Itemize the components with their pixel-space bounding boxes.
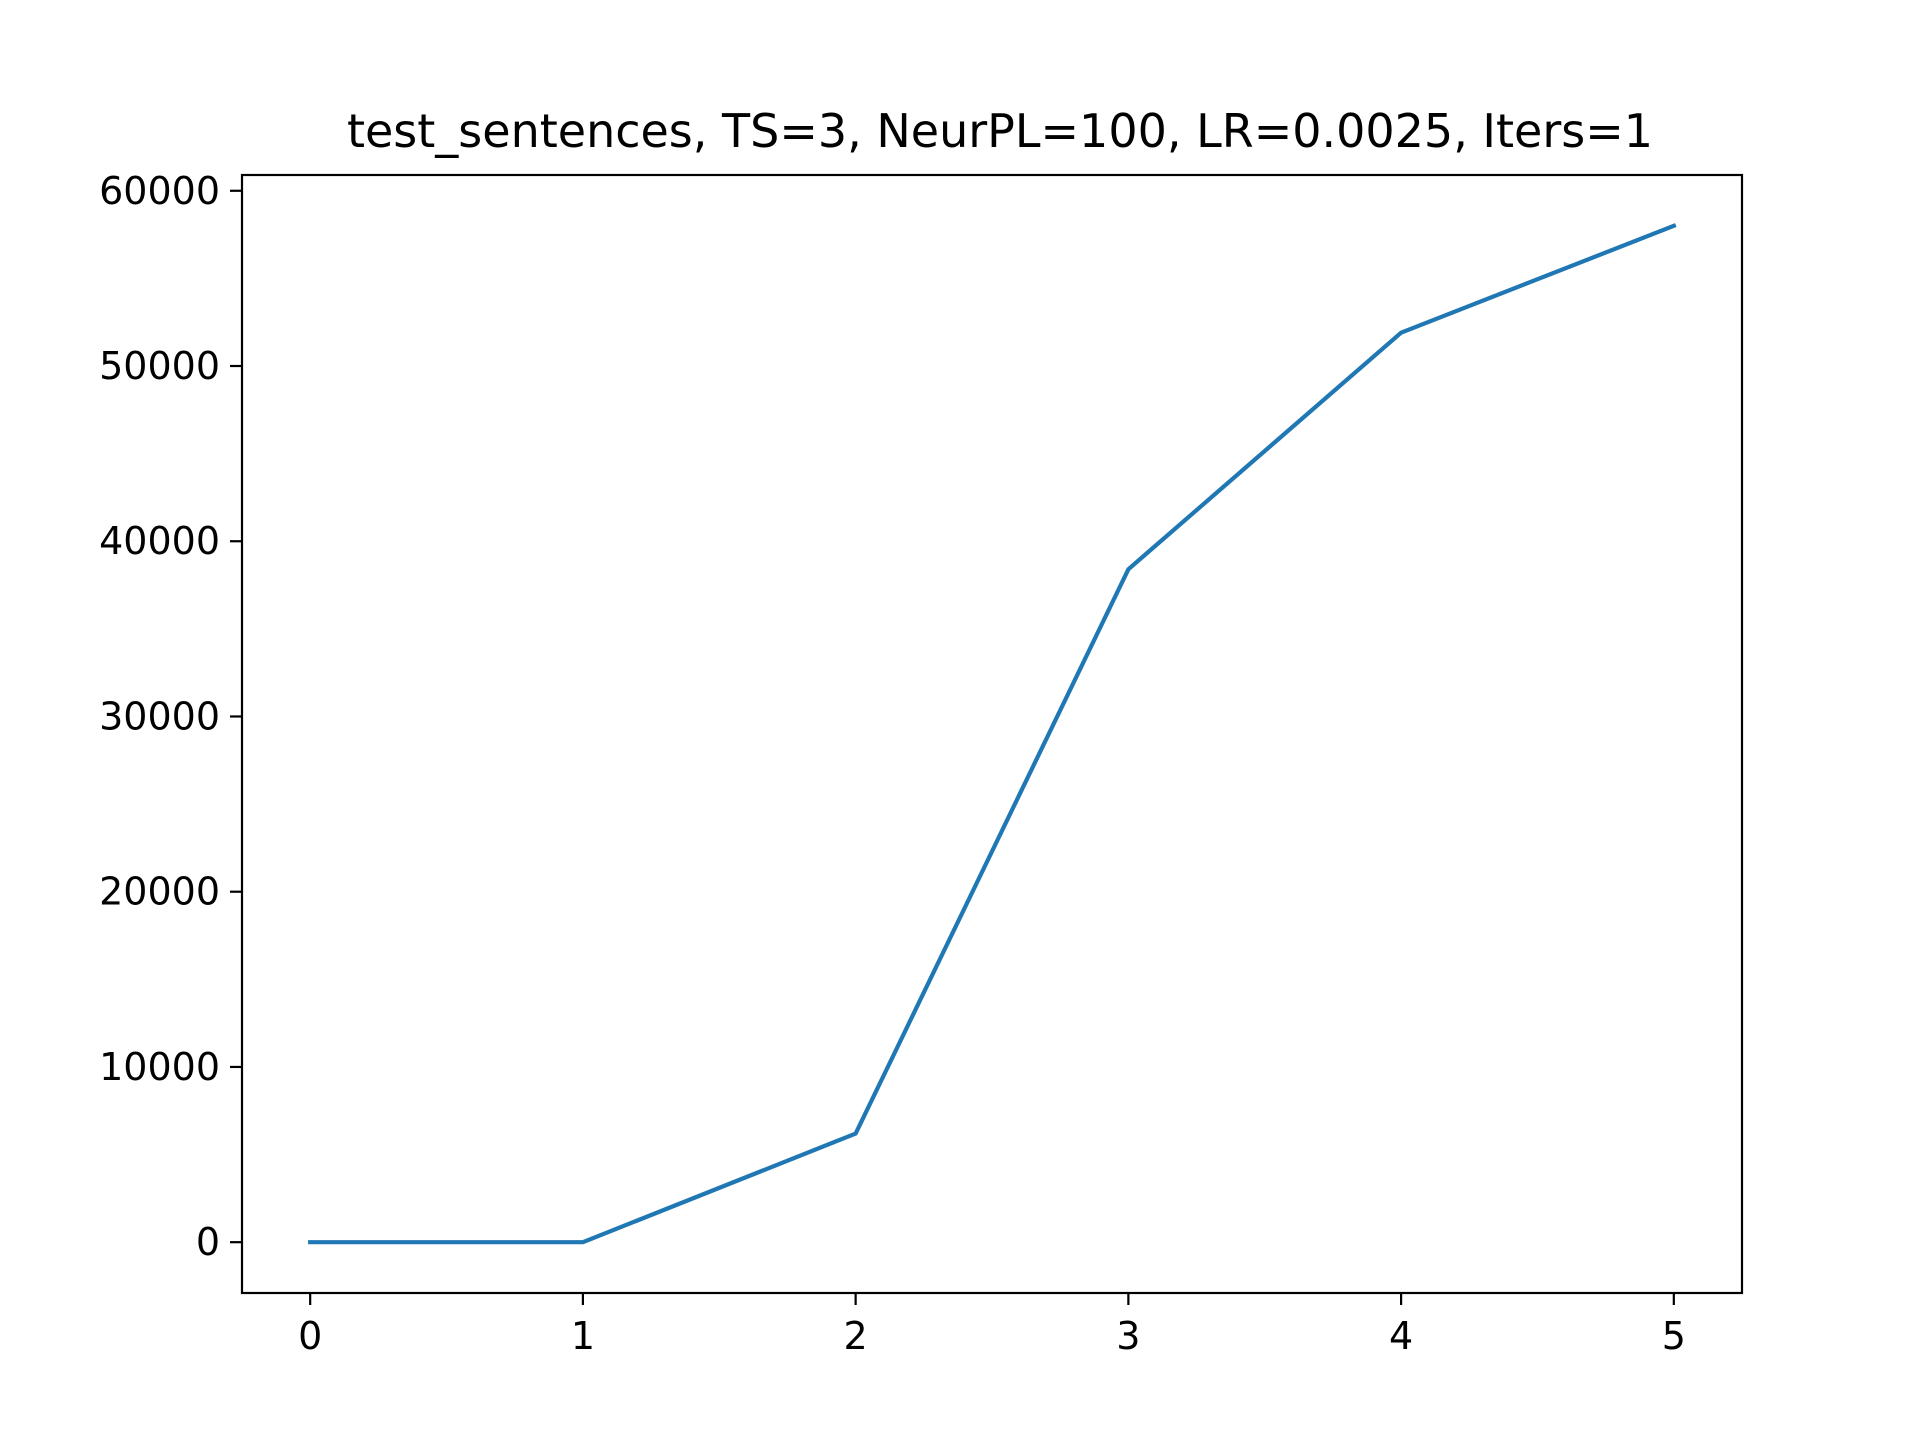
- y-tick-label: 50000: [99, 344, 220, 388]
- y-tick-label: 20000: [99, 870, 220, 914]
- x-tick-label: 4: [1389, 1314, 1413, 1358]
- series-line-0: [308, 223, 1677, 1245]
- x-tick-label: 0: [298, 1314, 322, 1358]
- x-tick-label: 1: [571, 1314, 595, 1358]
- x-tick-label: 2: [844, 1314, 868, 1358]
- y-tick-label: 0: [196, 1220, 220, 1264]
- axes-frame: [240, 173, 1744, 1295]
- plot-area: 0 1 2 3 4 5 0 10000 20000 30000 40000 50000 60000: [99, 169, 1744, 1358]
- y-tick-label: 60000: [99, 169, 220, 213]
- x-tick-label: 3: [1116, 1314, 1140, 1358]
- chart-title: test_sentences, TS=3, NeurPL=100, LR=0.0…: [347, 104, 1653, 158]
- y-tick-label: 10000: [99, 1045, 220, 1089]
- y-tick-label: 40000: [99, 519, 220, 563]
- y-tick-label: 30000: [99, 694, 220, 738]
- x-tick-label: 5: [1662, 1314, 1686, 1358]
